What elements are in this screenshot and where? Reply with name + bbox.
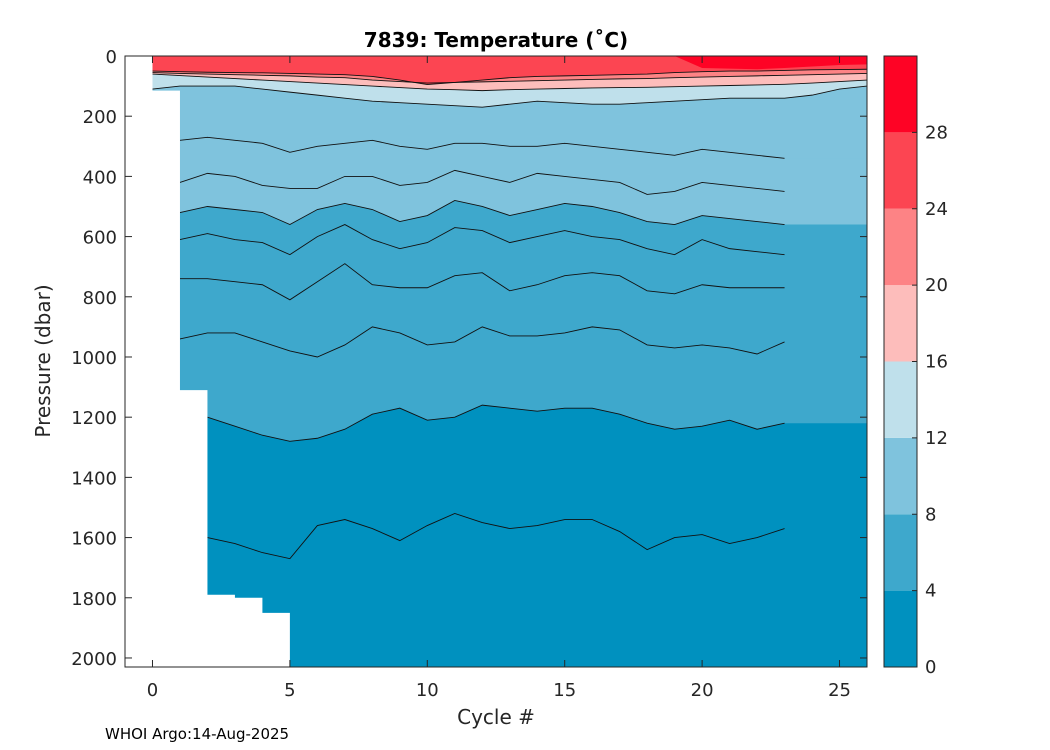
x-tick-label-20: 20 xyxy=(691,680,714,701)
isotherm-9 xyxy=(179,169,785,195)
isotherm-24 xyxy=(152,68,867,86)
colorbar-tick-label-4: 4 xyxy=(925,581,936,602)
x-tick-label-5: 5 xyxy=(284,680,295,701)
y-tick-label-1200: 1200 xyxy=(71,408,117,429)
isotherm-12 xyxy=(152,85,867,108)
y-tick-label-200: 200 xyxy=(83,107,117,128)
colorbar-bin-0 xyxy=(884,590,917,667)
colorbar-tick-label-0: 0 xyxy=(925,657,936,678)
isotherm-5 xyxy=(179,326,785,358)
isotherm-16 xyxy=(152,73,867,92)
isotherm-2 xyxy=(207,513,785,560)
colorbar-bin-4 xyxy=(884,514,917,591)
y-tick-label-1800: 1800 xyxy=(71,589,117,610)
x-tick-label-15: 15 xyxy=(553,680,576,701)
x-tick-label-25: 25 xyxy=(828,680,851,701)
y-tick-label-0: 0 xyxy=(106,47,117,68)
x-tick-label-10: 10 xyxy=(416,680,439,701)
y-tick-label-600: 600 xyxy=(83,228,117,249)
colorbar-tick-label-24: 24 xyxy=(925,199,948,220)
no-data-region xyxy=(125,56,867,667)
plot-frame xyxy=(124,55,868,668)
isotherm-lines xyxy=(152,68,867,560)
footer-credit: WHOI Argo:14-Aug-2025 xyxy=(105,725,290,743)
colorbar-tick-label-12: 12 xyxy=(925,428,948,449)
y-tick-label-800: 800 xyxy=(83,288,117,309)
colorbar: 0 4 8 12 16 20 24 28 xyxy=(883,55,948,678)
y-tick-label-1400: 1400 xyxy=(71,468,117,489)
y-tick-label-400: 400 xyxy=(83,167,117,188)
colorbar-bin-8 xyxy=(884,437,917,515)
y-tick-label-1600: 1600 xyxy=(71,529,117,550)
colorbar-tick-label-16: 16 xyxy=(925,352,948,373)
x-axis-ticks: 0 5 10 15 20 25 xyxy=(147,56,851,701)
fill-band-28 xyxy=(152,56,867,70)
colorbar-bin-28 xyxy=(884,56,917,133)
contour-fills xyxy=(152,56,867,667)
y-tick-label-1000: 1000 xyxy=(71,348,117,369)
isotherm-10 xyxy=(179,136,785,159)
y-axis-ticks: 0 200 400 600 800 1000 1200 1400 1600 1800 2000 xyxy=(71,47,867,670)
x-axis-label: Cycle # xyxy=(457,705,535,729)
x-tick-label-0: 0 xyxy=(147,680,158,701)
isotherm-8 xyxy=(179,199,785,226)
colorbar-bin-12 xyxy=(884,361,917,438)
y-tick-label-2000: 2000 xyxy=(71,649,117,670)
fill-band-24 xyxy=(152,56,867,85)
colorbar-tick-label-20: 20 xyxy=(925,275,948,296)
colorbar-bin-24 xyxy=(884,132,917,209)
isotherm-6 xyxy=(179,263,785,301)
colorbar-bin-20 xyxy=(884,208,917,286)
colorbar-bin-16 xyxy=(884,285,917,362)
isotherm-4 xyxy=(207,404,785,442)
isotherm-20 xyxy=(152,72,867,84)
colorbar-tick-label-28: 28 xyxy=(925,122,948,143)
isotherm-7 xyxy=(179,224,785,256)
chart-title: 7839: Temperature (˚C) xyxy=(364,28,628,52)
colorbar-tick-label-8: 8 xyxy=(925,504,936,525)
y-axis-label: Pressure (dbar) xyxy=(31,284,55,437)
